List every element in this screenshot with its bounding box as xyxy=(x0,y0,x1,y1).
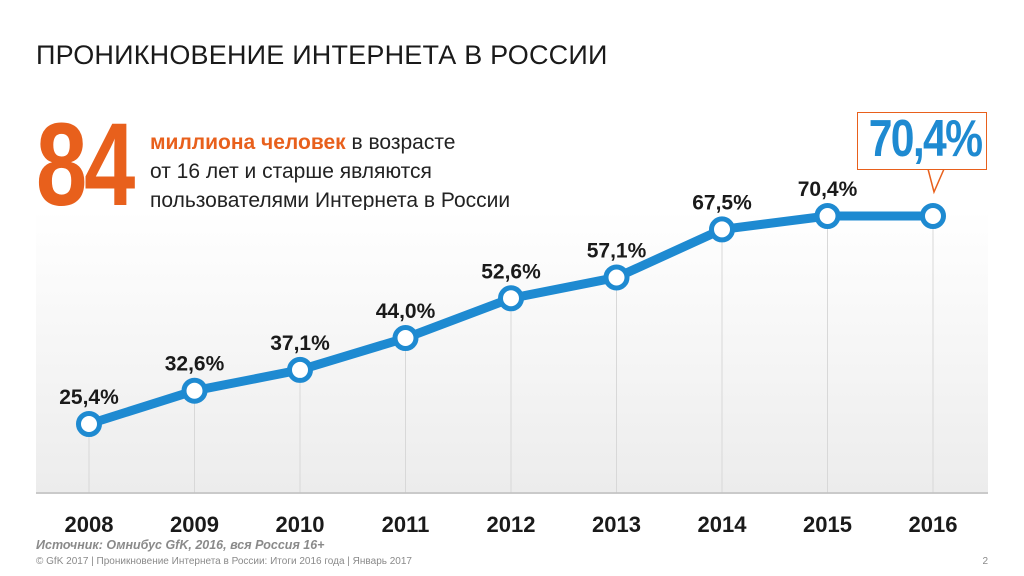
x-tick-label: 2014 xyxy=(698,512,748,537)
x-tick-label: 2010 xyxy=(276,512,325,537)
data-point xyxy=(76,411,102,437)
data-point xyxy=(920,203,946,229)
page-number: 2 xyxy=(982,556,988,567)
data-label: 37,1% xyxy=(270,332,330,355)
data-label: 25,4% xyxy=(59,386,119,409)
data-label: 32,6% xyxy=(165,353,225,376)
big-number: 84 xyxy=(36,99,135,231)
x-tick-label: 2013 xyxy=(592,512,641,537)
data-point xyxy=(287,356,313,383)
data-point xyxy=(603,264,630,291)
data-point xyxy=(392,325,419,352)
x-tick-label: 2008 xyxy=(65,512,114,537)
data-label: 57,1% xyxy=(587,239,647,262)
data-label: 67,5% xyxy=(692,191,752,214)
data-label: 44,0% xyxy=(376,300,436,323)
x-tick-label: 2016 xyxy=(909,512,958,537)
x-tick-label: 2015 xyxy=(803,512,852,537)
data-label: 70,4% xyxy=(798,178,858,201)
headline-accent: миллиона человек xyxy=(150,131,346,154)
data-point xyxy=(181,377,208,404)
headline-text-2: от 16 лет и старше являются xyxy=(150,160,432,183)
footer-text: © GfK 2017 | Проникновение Интернета в Р… xyxy=(36,556,412,567)
data-point xyxy=(814,203,841,229)
data-point xyxy=(709,216,735,243)
data-point xyxy=(498,285,524,312)
x-tick-label: 2009 xyxy=(170,512,219,537)
headline-text-3: пользователями Интернета в России xyxy=(150,189,511,212)
callout-box xyxy=(857,112,987,170)
x-tick-label: 2011 xyxy=(382,512,430,537)
data-label: 52,6% xyxy=(481,260,541,283)
headline-text-1: в возрасте xyxy=(345,131,456,154)
callout-tail xyxy=(927,168,946,195)
callout-value: 70,4% xyxy=(868,110,983,168)
page-title: ПРОНИКНОВЕНИЕ ИНТЕРНЕТА В РОССИИ xyxy=(36,40,608,70)
headline: миллиона человек в возрасте от 16 лет и … xyxy=(150,128,510,215)
x-tick-label: 2012 xyxy=(487,512,536,537)
source-note: Источник: Омнибус GfK, 2016, вся Россия … xyxy=(36,538,325,552)
